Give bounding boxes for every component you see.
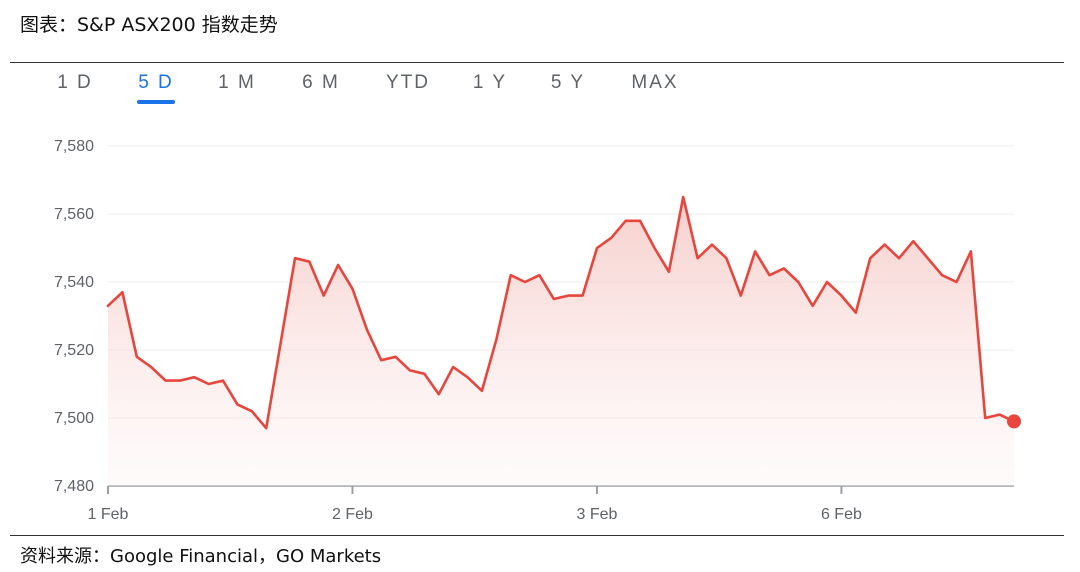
- data-point[interactable]: [896, 255, 902, 261]
- tab-5y[interactable]: 5 Y: [550, 72, 586, 93]
- data-point[interactable]: [493, 337, 499, 343]
- data-point[interactable]: [968, 248, 974, 254]
- price-line: [106, 195, 1016, 430]
- tab-5d[interactable]: 5 D: [138, 72, 174, 93]
- y-tick-label: 7,580: [54, 138, 94, 155]
- figure-title: 图表：S&P ASX200 指数走势: [20, 14, 278, 36]
- data-point[interactable]: [249, 408, 255, 414]
- data-point[interactable]: [580, 293, 586, 299]
- data-point[interactable]: [378, 357, 384, 363]
- data-point[interactable]: [536, 272, 542, 278]
- data-point[interactable]: [407, 367, 413, 373]
- price-area: [108, 197, 1014, 486]
- x-tick-label: 2 Feb: [332, 506, 373, 523]
- y-tick-label: 7,500: [54, 410, 94, 427]
- data-point[interactable]: [148, 364, 154, 370]
- data-point[interactable]: [594, 245, 600, 251]
- data-point[interactable]: [867, 255, 873, 261]
- y-tick-label: 7,480: [54, 478, 94, 495]
- y-axis: 7,580 7,560 7,540 7,520 7,500 7,480: [54, 138, 94, 495]
- data-point[interactable]: [695, 255, 701, 261]
- data-point[interactable]: [278, 340, 284, 346]
- data-point[interactable]: [119, 289, 125, 295]
- data-point[interactable]: [953, 279, 959, 285]
- data-point[interactable]: [651, 245, 657, 251]
- data-point[interactable]: [767, 272, 773, 278]
- data-point[interactable]: [623, 218, 629, 224]
- data-point[interactable]: [479, 388, 485, 394]
- tab-1y[interactable]: 1 Y: [472, 72, 508, 93]
- x-tick-label: 6 Feb: [821, 506, 862, 523]
- data-point[interactable]: [263, 425, 269, 431]
- data-point[interactable]: [666, 269, 672, 275]
- data-point[interactable]: [738, 293, 744, 299]
- data-point[interactable]: [522, 279, 528, 285]
- x-axis: 1 Feb 2 Feb 3 Feb 6 Feb: [88, 485, 1014, 523]
- tab-max[interactable]: MAX: [631, 72, 679, 93]
- active-tab-indicator: [137, 100, 175, 104]
- data-point[interactable]: [393, 354, 399, 360]
- data-point[interactable]: [551, 296, 557, 302]
- tab-1d[interactable]: 1 D: [57, 72, 93, 93]
- data-point[interactable]: [565, 293, 571, 299]
- range-tabs: 1 D 5 D 1 M 6 M YTD 1 Y 5 Y MAX: [0, 72, 1080, 106]
- source-note: 资料来源：Google Financial，GO Markets: [20, 546, 382, 567]
- tab-ytd[interactable]: YTD: [386, 72, 430, 93]
- data-point[interactable]: [134, 354, 140, 360]
- data-point[interactable]: [421, 371, 427, 377]
- data-point[interactable]: [824, 279, 830, 285]
- data-point[interactable]: [810, 303, 816, 309]
- data-point[interactable]: [335, 262, 341, 268]
- x-tick-label: 3 Feb: [576, 506, 617, 523]
- data-point[interactable]: [306, 259, 312, 265]
- data-point[interactable]: [364, 327, 370, 333]
- data-point[interactable]: [997, 412, 1003, 418]
- data-point[interactable]: [910, 238, 916, 244]
- data-point[interactable]: [508, 272, 514, 278]
- data-point[interactable]: [709, 242, 715, 248]
- data-point[interactable]: [680, 194, 686, 200]
- bottom-divider: [10, 535, 1064, 536]
- data-point[interactable]: [838, 293, 844, 299]
- data-point[interactable]: [177, 378, 183, 384]
- top-divider: [10, 62, 1064, 63]
- data-point[interactable]: [191, 374, 197, 380]
- data-point[interactable]: [752, 248, 758, 254]
- y-tick-label: 7,560: [54, 206, 94, 223]
- data-point[interactable]: [292, 255, 298, 261]
- data-point[interactable]: [465, 374, 471, 380]
- data-point[interactable]: [882, 242, 888, 248]
- y-tick-label: 7,540: [54, 274, 94, 291]
- data-point[interactable]: [234, 401, 240, 407]
- data-point[interactable]: [105, 303, 111, 309]
- data-point[interactable]: [925, 255, 931, 261]
- data-point[interactable]: [163, 378, 169, 384]
- data-point[interactable]: [206, 381, 212, 387]
- data-point[interactable]: [939, 272, 945, 278]
- tab-1m[interactable]: 1 M: [218, 72, 256, 93]
- data-point[interactable]: [321, 293, 327, 299]
- data-point[interactable]: [220, 378, 226, 384]
- data-point[interactable]: [637, 218, 643, 224]
- data-point[interactable]: [723, 255, 729, 261]
- data-point[interactable]: [795, 279, 801, 285]
- data-point[interactable]: [853, 310, 859, 316]
- data-point[interactable]: [781, 265, 787, 271]
- data-point[interactable]: [608, 235, 614, 241]
- x-tick-label: 1 Feb: [88, 506, 129, 523]
- data-point[interactable]: [982, 415, 988, 421]
- tab-6m[interactable]: 6 M: [302, 72, 340, 93]
- data-point[interactable]: [436, 391, 442, 397]
- data-point[interactable]: [349, 286, 355, 292]
- last-price-dot[interactable]: [1007, 414, 1021, 429]
- y-tick-label: 7,520: [54, 342, 94, 359]
- data-point[interactable]: [450, 364, 456, 370]
